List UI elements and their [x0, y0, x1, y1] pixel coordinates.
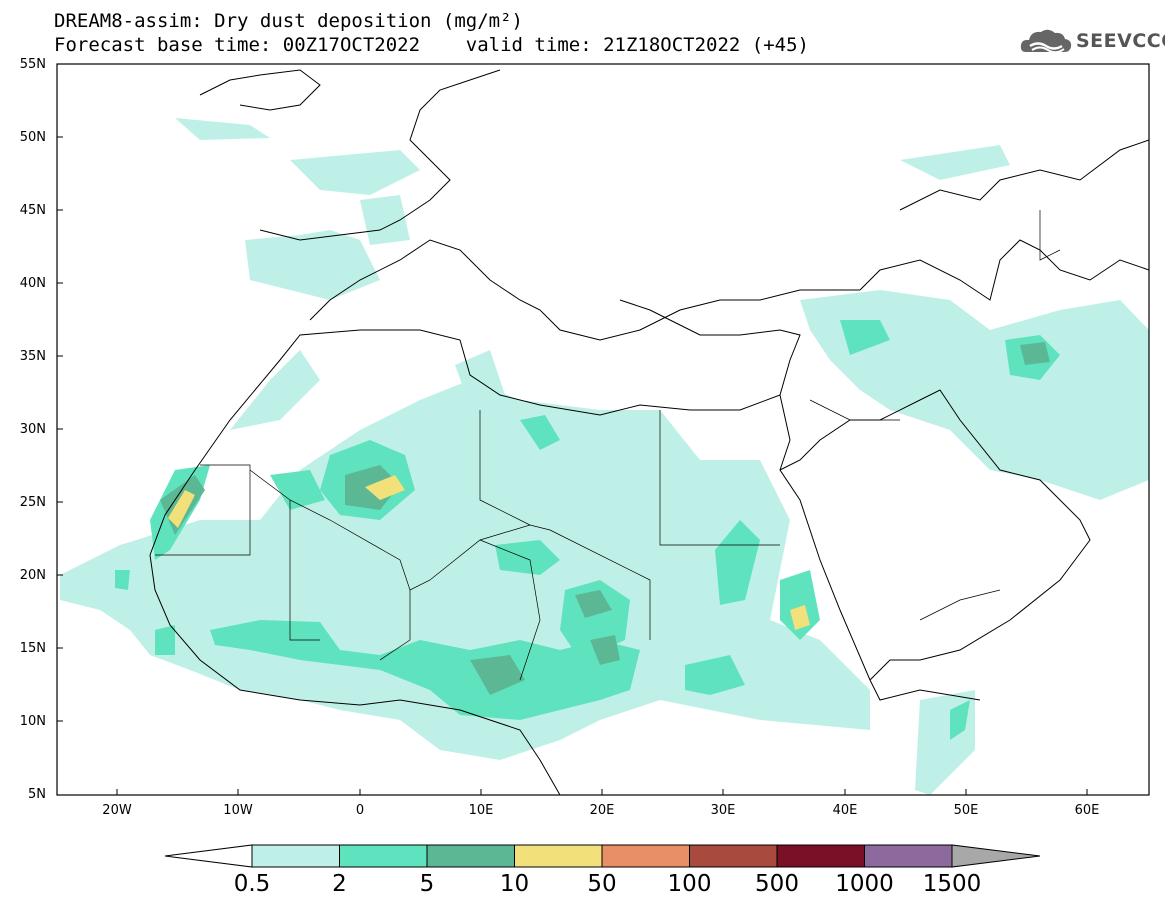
lon-label: 20W	[102, 803, 132, 818]
lat-label: 30N	[19, 422, 46, 437]
lon-label: 50E	[953, 803, 979, 818]
lat-label: 50N	[19, 130, 46, 145]
legend-swatch	[251, 844, 340, 868]
lon-label: 10W	[223, 803, 253, 818]
lat-label: 35N	[19, 349, 46, 364]
legend-swatch	[864, 844, 953, 868]
lat-label: 5N	[28, 787, 46, 802]
legend-label: 0.5	[233, 871, 271, 897]
legend-swatch	[601, 844, 690, 868]
axis-ticks	[57, 136, 1088, 795]
legend-label: 100	[667, 871, 712, 897]
legend-swatch	[776, 844, 865, 868]
dust-field-light	[60, 118, 1149, 795]
lon-label: 10E	[468, 803, 494, 818]
cloud-icon	[1020, 29, 1072, 54]
lon-label: 0	[355, 803, 365, 818]
lon-label: 30E	[710, 803, 736, 818]
legend-swatch	[339, 844, 428, 868]
logo: SEEVCCC	[1018, 24, 1165, 60]
lat-label: 55N	[19, 57, 46, 72]
lat-label: 20N	[19, 568, 46, 583]
legend-extend-low	[164, 844, 253, 868]
legend-label: 1000	[835, 871, 894, 897]
lat-label: 25N	[19, 495, 46, 510]
lon-label: 40E	[832, 803, 858, 818]
lat-label: 45N	[19, 203, 46, 218]
legend-label: 10	[499, 871, 530, 897]
forecast-time: Forecast base time: 00Z17OCT2022 valid t…	[54, 34, 809, 56]
map-panel	[56, 63, 1150, 796]
borders	[155, 210, 1061, 681]
legend-swatch	[689, 844, 778, 868]
lon-label: 60E	[1074, 803, 1100, 818]
legend-label: 5	[419, 871, 435, 897]
dust-field-high	[168, 475, 810, 630]
lat-label: 10N	[19, 714, 46, 729]
legend-swatch	[514, 844, 603, 868]
coastlines	[149, 69, 1149, 795]
logo-text: SEEVCCC	[1076, 30, 1165, 52]
lat-label: 15N	[19, 641, 46, 656]
lat-label: 40N	[19, 276, 46, 291]
legend-swatch	[426, 844, 515, 868]
lon-label: 20E	[589, 803, 615, 818]
legend-extend-high	[951, 844, 1041, 868]
legend-label: 2	[332, 871, 347, 897]
legend-label: 50	[587, 871, 617, 897]
map-title: DREAM8-assim: Dry dust deposition (mg/m²…	[54, 10, 523, 32]
legend-label: 500	[755, 871, 799, 897]
legend-label: 1500	[922, 871, 982, 897]
